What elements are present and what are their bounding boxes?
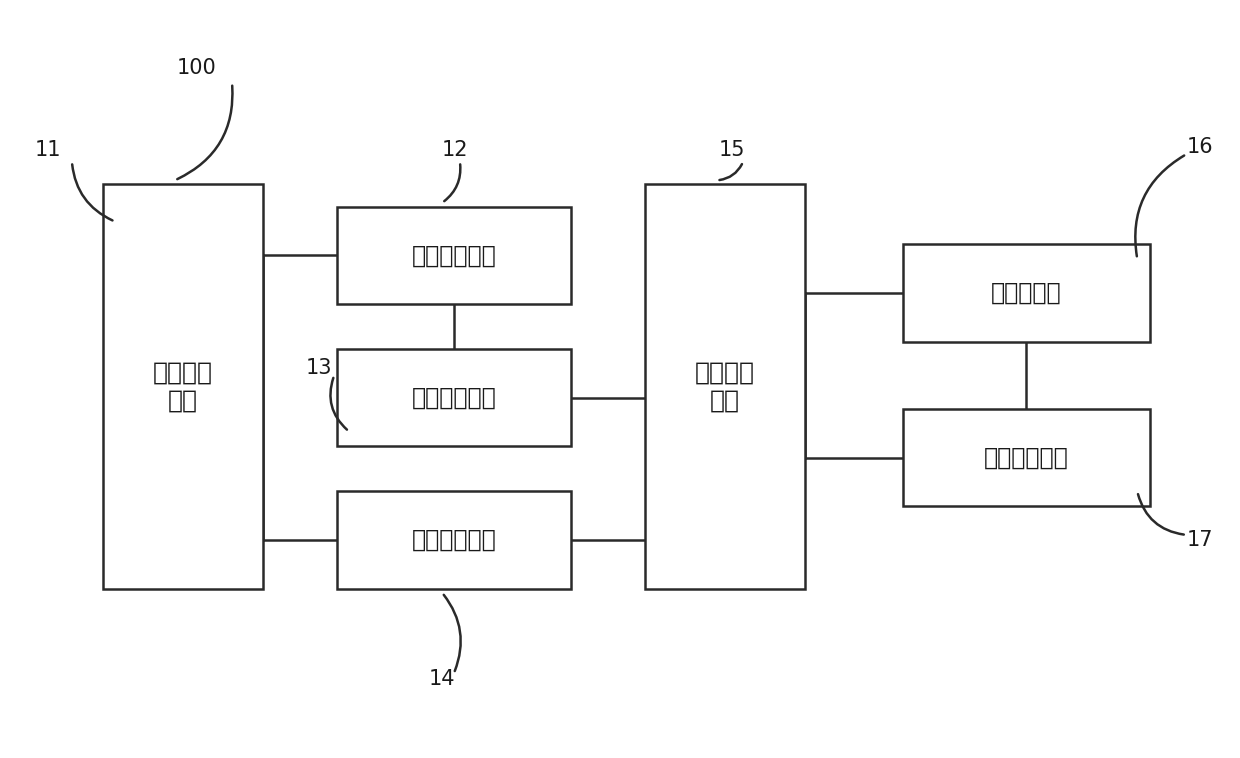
Text: 网格生成模块: 网格生成模块 <box>412 386 496 410</box>
Bar <box>645 184 805 589</box>
Text: 17: 17 <box>1187 530 1213 550</box>
Text: 11: 11 <box>35 140 62 161</box>
Text: 15: 15 <box>718 140 745 161</box>
Bar <box>903 409 1149 506</box>
Text: 三维建模模块: 三维建模模块 <box>412 243 496 268</box>
Text: 12: 12 <box>441 140 467 161</box>
Text: 报告生成模块: 报告生成模块 <box>985 446 1069 470</box>
Bar <box>903 244 1149 342</box>
Bar <box>337 349 570 446</box>
Text: 14: 14 <box>429 669 455 689</box>
Bar <box>337 207 570 304</box>
Bar <box>337 491 570 589</box>
Text: 16: 16 <box>1187 136 1213 157</box>
Text: 100: 100 <box>176 58 216 78</box>
Bar <box>103 184 263 589</box>
Text: 边界条件模块: 边界条件模块 <box>412 528 496 552</box>
Text: 13: 13 <box>306 358 332 377</box>
Text: 数据导入
模块: 数据导入 模块 <box>153 361 213 412</box>
Text: 可视化模块: 可视化模块 <box>991 280 1061 305</box>
Text: 模型求解
模块: 模型求解 模块 <box>694 361 755 412</box>
